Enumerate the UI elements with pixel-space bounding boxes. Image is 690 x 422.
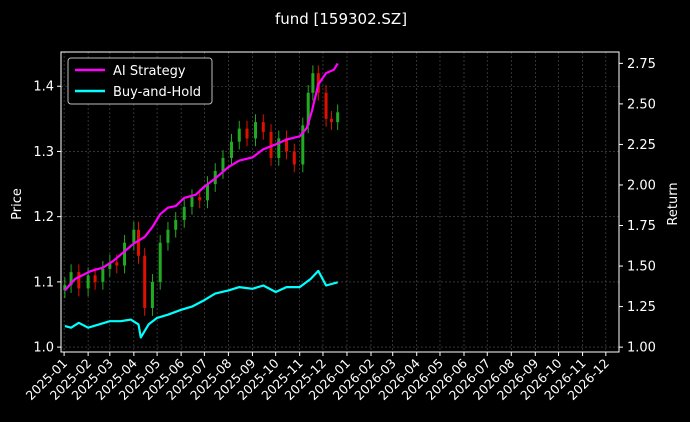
left-axis-label: Price [10, 188, 25, 220]
right-tick-label: 1.25 [627, 300, 656, 315]
right-tick-label: 2.75 [627, 57, 656, 72]
candle-body [261, 122, 265, 132]
right-axis-label: Return [666, 182, 681, 225]
right-axis: 1.00 1.25 1.50 1.75 2.00 2.25 2.50 2.75 [619, 57, 656, 356]
candle-body [190, 197, 194, 207]
candle-body [93, 275, 97, 282]
left-tick-label: 1.0 [33, 341, 54, 356]
candle-body [306, 92, 310, 126]
candle-body [292, 151, 296, 165]
candle-body [237, 128, 241, 142]
legend-buy-and-hold-label: Buy-and-Hold [113, 85, 201, 100]
right-tick-label: 2.50 [627, 97, 656, 112]
right-tick-label: 2.25 [627, 138, 656, 153]
candle-body [115, 262, 119, 266]
plot-frame [60, 51, 620, 353]
candle-body [182, 206, 186, 220]
candle-body [329, 118, 333, 123]
candle-body [150, 281, 154, 308]
candle-body [245, 128, 249, 139]
right-tick-label: 1.00 [627, 341, 656, 356]
candle-body [137, 229, 140, 256]
right-tick-label: 1.75 [627, 219, 656, 234]
candle-body [269, 131, 273, 158]
candle-body [254, 122, 258, 139]
candle-body [230, 141, 233, 158]
candle-body [285, 138, 289, 152]
left-axis: 1.0 1.1 1.2 1.3 1.4 [33, 80, 61, 356]
left-tick-label: 1.3 [33, 145, 54, 160]
series-lines [64, 62, 339, 339]
candle-body [174, 219, 178, 230]
candle-body [77, 272, 81, 289]
buy-and-hold-line [64, 269, 338, 339]
candle-body [132, 229, 136, 243]
right-tick-label: 2.00 [627, 178, 656, 193]
chart-title: fund [159302.SZ] [275, 10, 407, 28]
candle-body [301, 125, 305, 165]
candle-body [69, 272, 73, 286]
candle-body [63, 285, 67, 291]
left-tick-label: 1.2 [33, 210, 54, 225]
candle-body [143, 255, 147, 308]
candle-body [108, 262, 112, 269]
candle-body [101, 268, 105, 282]
candle-body [311, 73, 315, 93]
left-tick-label: 1.1 [33, 275, 54, 290]
legend: AI Strategy Buy-and-Hold [67, 57, 213, 105]
ai-strategy-line [64, 62, 339, 292]
candle-body [198, 197, 202, 201]
legend-ai-strategy-label: AI Strategy [113, 64, 186, 79]
candle-body [324, 92, 328, 119]
candle-body [205, 184, 209, 201]
candle-body [336, 112, 340, 123]
left-tick-label: 1.4 [33, 80, 54, 95]
candle-body [86, 275, 90, 289]
candle-body [158, 242, 162, 282]
candle-body [221, 157, 225, 172]
right-tick-label: 1.50 [627, 260, 656, 275]
candle-body [277, 138, 281, 158]
candle-body [166, 229, 170, 243]
candle-body [123, 242, 127, 266]
